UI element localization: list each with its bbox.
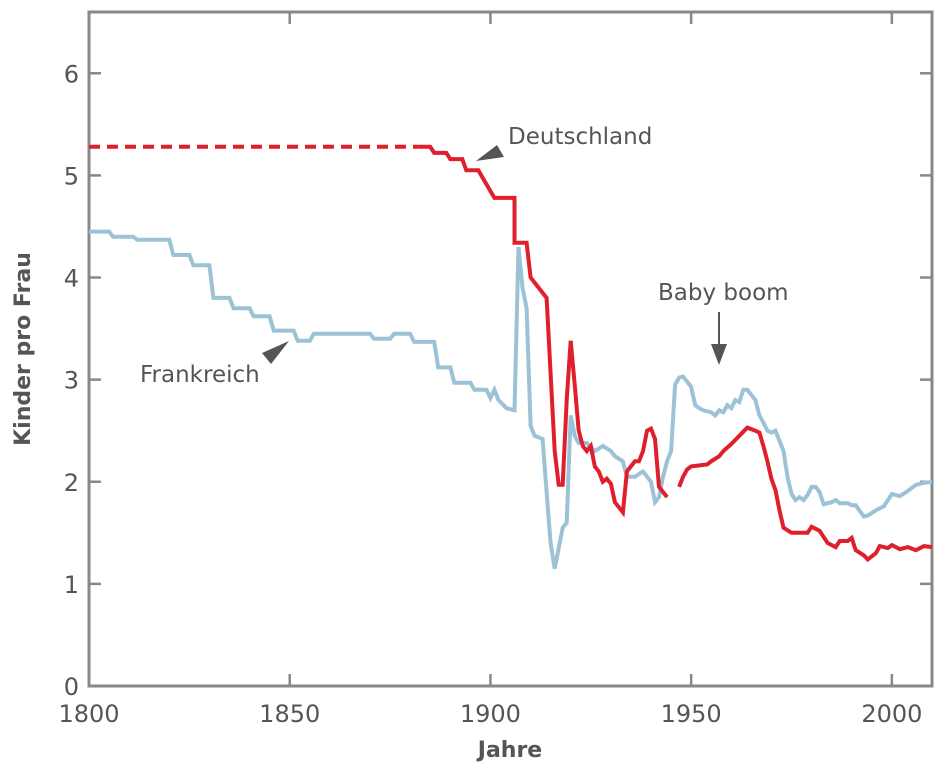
babyboom-label: Baby boom — [658, 280, 789, 306]
y-tick-label: 6 — [64, 60, 79, 88]
deutschland-arrow-icon — [476, 145, 504, 161]
x-tick-label: 1800 — [58, 700, 119, 728]
series-deutschland-segment-1 — [418, 144, 669, 518]
y-tick-label: 0 — [64, 673, 79, 701]
y-axis-title: Kinder pro Frau — [11, 252, 36, 446]
x-tick-label: 2000 — [861, 700, 922, 728]
frankreich-arrow-icon — [262, 341, 289, 364]
x-axis-ticks: 1800 1850 1900 1950 2000 — [58, 12, 922, 728]
annotation-babyboom: Baby boom — [658, 280, 789, 365]
series-frankreich-segment-0 — [89, 229, 932, 569]
deutschland-label: Deutschland — [508, 124, 652, 150]
series-deutschland-segment-2 — [677, 425, 932, 563]
y-tick-label: 1 — [64, 571, 79, 599]
series-layer — [89, 144, 932, 569]
x-tick-label: 1900 — [460, 700, 521, 728]
plot-frame — [87, 10, 934, 688]
frankreich-label: Frankreich — [140, 362, 260, 388]
x-axis-title: Jahre — [476, 738, 542, 763]
x-tick-label: 1950 — [661, 700, 722, 728]
babyboom-arrow-icon — [711, 344, 727, 365]
annotation-deutschland: Deutschland — [476, 124, 652, 161]
y-tick-label: 4 — [64, 265, 79, 293]
annotation-frankreich: Frankreich — [140, 341, 289, 388]
y-tick-label: 3 — [64, 367, 79, 395]
y-tick-label: 5 — [64, 162, 79, 190]
y-tick-label: 2 — [64, 469, 79, 497]
x-tick-label: 1850 — [259, 700, 320, 728]
y-axis-ticks: 0 1 2 3 4 5 6 — [64, 60, 932, 701]
